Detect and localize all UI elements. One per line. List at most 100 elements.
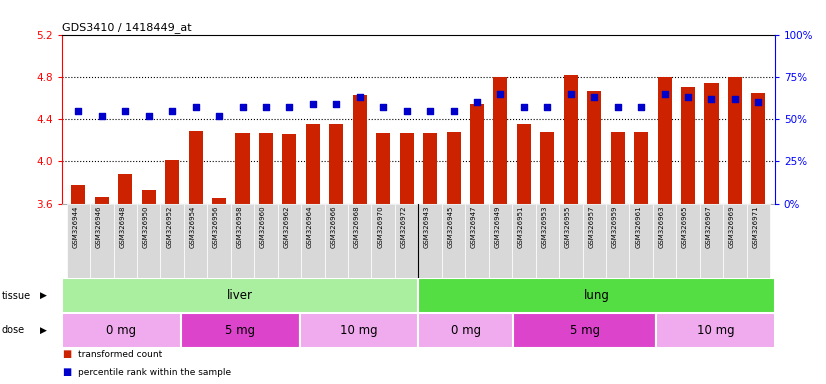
Point	[306, 101, 320, 107]
Bar	[67, 204, 90, 278]
Bar	[540, 132, 554, 204]
Point	[189, 104, 202, 110]
Bar	[376, 133, 390, 204]
Text: GSM326970: GSM326970	[377, 206, 383, 248]
Bar	[348, 204, 372, 278]
Text: GSM326943: GSM326943	[424, 206, 430, 248]
Bar	[95, 197, 109, 204]
Text: GSM326950: GSM326950	[143, 206, 149, 248]
Text: tissue: tissue	[2, 291, 31, 301]
Text: ■: ■	[62, 367, 71, 377]
Text: GSM326961: GSM326961	[635, 206, 641, 248]
Text: GSM326955: GSM326955	[565, 206, 571, 248]
Text: GSM326945: GSM326945	[448, 206, 453, 248]
Text: GSM326952: GSM326952	[166, 206, 172, 248]
Bar	[705, 83, 719, 204]
Text: ▶: ▶	[40, 291, 46, 300]
Text: GSM326954: GSM326954	[190, 206, 196, 248]
Text: 0 mg: 0 mg	[107, 324, 136, 337]
Text: GSM326956: GSM326956	[213, 206, 219, 248]
Text: GSM326957: GSM326957	[588, 206, 594, 248]
Text: GSM326949: GSM326949	[495, 206, 501, 248]
Point	[470, 99, 483, 105]
Point	[634, 104, 648, 110]
Bar	[62, 278, 418, 313]
Point	[564, 91, 577, 97]
Text: GSM326944: GSM326944	[73, 206, 78, 248]
Bar	[653, 204, 676, 278]
Text: GSM326948: GSM326948	[119, 206, 126, 248]
Text: GSM326963: GSM326963	[658, 206, 665, 248]
Text: GSM326968: GSM326968	[354, 206, 360, 248]
Bar	[353, 95, 367, 204]
Bar	[423, 133, 437, 204]
Point	[400, 108, 413, 114]
Text: 5 mg: 5 mg	[225, 324, 255, 337]
Point	[377, 104, 390, 110]
Text: GDS3410 / 1418449_at: GDS3410 / 1418449_at	[62, 22, 192, 33]
Bar	[564, 74, 578, 204]
Bar	[582, 204, 606, 278]
Text: GSM326972: GSM326972	[401, 206, 406, 248]
Point	[95, 113, 108, 119]
Bar	[160, 204, 184, 278]
Point	[729, 96, 742, 102]
Text: GSM326960: GSM326960	[260, 206, 266, 248]
Bar	[235, 133, 249, 204]
Bar	[465, 204, 489, 278]
Point	[705, 96, 718, 102]
Point	[119, 108, 132, 114]
Bar	[301, 204, 325, 278]
Bar	[535, 204, 559, 278]
Text: 10 mg: 10 mg	[340, 324, 377, 337]
Text: ▶: ▶	[40, 326, 46, 335]
Point	[282, 104, 296, 110]
Point	[212, 113, 225, 119]
Point	[259, 104, 273, 110]
Bar	[306, 124, 320, 204]
Bar	[587, 91, 601, 204]
Bar	[681, 88, 695, 204]
Bar	[700, 204, 724, 278]
Bar	[634, 132, 648, 204]
Point	[330, 101, 343, 107]
Bar	[514, 313, 656, 348]
Bar	[728, 77, 742, 204]
Bar	[470, 104, 484, 204]
Text: GSM326965: GSM326965	[682, 206, 688, 248]
Text: 0 mg: 0 mg	[451, 324, 481, 337]
Text: 10 mg: 10 mg	[696, 324, 734, 337]
Bar	[278, 204, 301, 278]
Bar	[676, 204, 700, 278]
Point	[587, 94, 601, 100]
Point	[541, 104, 554, 110]
Bar	[395, 204, 418, 278]
Point	[494, 91, 507, 97]
Bar	[62, 313, 181, 348]
Text: GSM326951: GSM326951	[518, 206, 524, 248]
Point	[658, 91, 672, 97]
Text: GSM326959: GSM326959	[612, 206, 618, 248]
Bar	[517, 124, 531, 204]
Bar	[188, 131, 202, 204]
Bar	[512, 204, 535, 278]
Point	[447, 108, 460, 114]
Text: GSM326967: GSM326967	[705, 206, 711, 248]
Point	[165, 108, 178, 114]
Bar	[254, 204, 278, 278]
Text: percentile rank within the sample: percentile rank within the sample	[78, 368, 231, 377]
Text: GSM326962: GSM326962	[283, 206, 289, 248]
Point	[681, 94, 695, 100]
Point	[517, 104, 530, 110]
Bar	[447, 132, 461, 204]
Bar	[489, 204, 512, 278]
Text: liver: liver	[227, 289, 253, 302]
Text: GSM326958: GSM326958	[236, 206, 243, 248]
Bar	[418, 204, 442, 278]
Bar	[142, 190, 156, 204]
Point	[72, 108, 85, 114]
Text: GSM326953: GSM326953	[541, 206, 548, 248]
Bar	[752, 93, 766, 204]
Point	[752, 99, 765, 105]
Text: transformed count: transformed count	[78, 350, 163, 359]
